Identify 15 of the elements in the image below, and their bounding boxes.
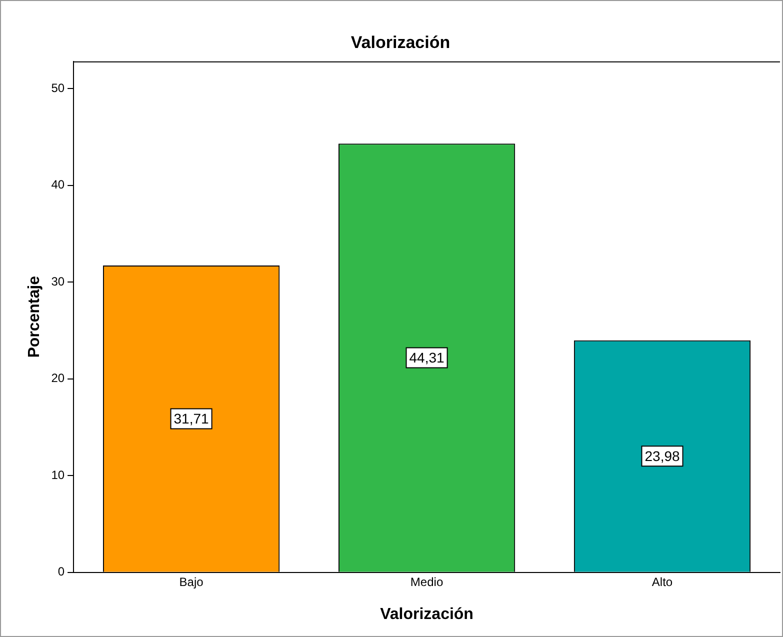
x-axis-title: Valorización <box>380 606 474 623</box>
y-tick-label: 0 <box>58 564 65 579</box>
data-label: 31,71 <box>174 410 210 427</box>
x-tick-label: Medio <box>410 574 444 589</box>
data-label: 23,98 <box>644 448 680 464</box>
data-label: 44,31 <box>409 350 444 366</box>
y-axis-title: Porcentaje <box>26 276 44 358</box>
chart-title: Valorización <box>350 32 450 52</box>
y-tick-label: 20 <box>51 371 65 386</box>
y-tick-label: 50 <box>51 80 65 95</box>
y-tick-label: 40 <box>51 178 65 192</box>
x-tick-label: Alto <box>652 574 673 589</box>
y-tick-label: 10 <box>51 468 65 482</box>
y-tick-label: 30 <box>51 274 65 288</box>
x-tick-label: Bajo <box>179 574 204 589</box>
